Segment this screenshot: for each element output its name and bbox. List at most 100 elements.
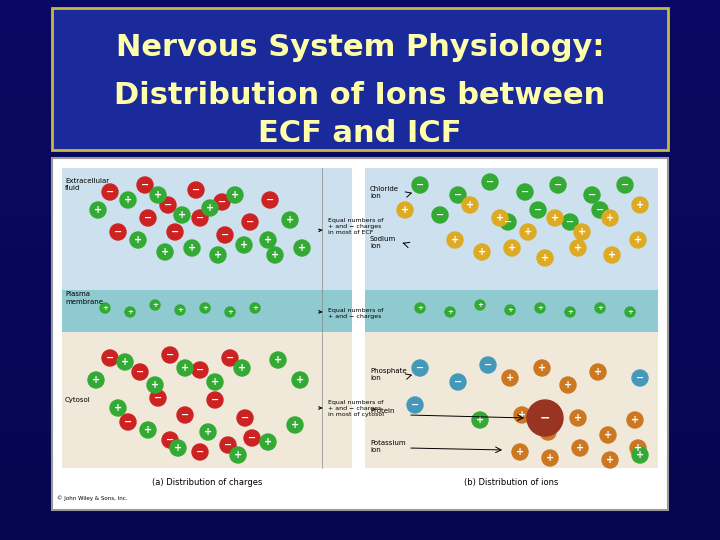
Circle shape	[200, 424, 216, 440]
Text: −: −	[166, 350, 174, 360]
Circle shape	[234, 360, 250, 376]
Circle shape	[604, 247, 620, 263]
Text: +: +	[127, 309, 133, 315]
Text: −: −	[246, 217, 254, 227]
Text: +: +	[551, 213, 559, 223]
Circle shape	[230, 447, 246, 463]
Bar	[62, 168, 352, 290]
Text: +: +	[636, 450, 644, 460]
Circle shape	[535, 303, 545, 313]
Circle shape	[174, 207, 190, 223]
Text: +: +	[178, 210, 186, 220]
Text: −: −	[504, 217, 512, 227]
Text: −: −	[164, 200, 172, 210]
Text: +: +	[161, 247, 169, 257]
Circle shape	[500, 214, 516, 230]
Circle shape	[200, 303, 210, 313]
Circle shape	[450, 187, 466, 203]
Circle shape	[602, 452, 618, 468]
Circle shape	[450, 374, 466, 390]
Circle shape	[210, 247, 226, 263]
Text: −: −	[436, 210, 444, 220]
Circle shape	[88, 372, 104, 388]
Circle shape	[177, 407, 193, 423]
Text: +: +	[576, 443, 584, 453]
Text: +: +	[606, 213, 614, 223]
Text: +: +	[634, 443, 642, 453]
Text: +: +	[206, 203, 214, 213]
Text: −: −	[588, 190, 596, 200]
Text: −: −	[196, 213, 204, 223]
Text: Chloride
ion: Chloride ion	[370, 186, 399, 199]
Text: +: +	[401, 205, 409, 215]
Text: +: +	[608, 250, 616, 260]
Text: Potassium
ion: Potassium ion	[370, 440, 405, 453]
Text: +: +	[594, 367, 602, 377]
Circle shape	[632, 447, 648, 463]
Text: −: −	[454, 190, 462, 200]
Circle shape	[160, 197, 176, 213]
Circle shape	[592, 202, 608, 218]
Circle shape	[627, 412, 643, 428]
Circle shape	[207, 392, 223, 408]
Circle shape	[192, 210, 208, 226]
Circle shape	[480, 357, 496, 373]
Circle shape	[150, 300, 160, 310]
Text: © John Wiley & Sons, Inc.: © John Wiley & Sons, Inc.	[57, 495, 127, 501]
Circle shape	[207, 374, 223, 390]
Text: +: +	[114, 403, 122, 413]
Circle shape	[90, 202, 106, 218]
Text: +: +	[631, 415, 639, 425]
Text: −: −	[224, 440, 232, 450]
Text: Sodium
ion: Sodium ion	[370, 236, 396, 249]
Text: +: +	[636, 200, 644, 210]
Text: +: +	[538, 363, 546, 373]
Circle shape	[140, 210, 156, 226]
Text: +: +	[627, 309, 633, 315]
Circle shape	[517, 184, 533, 200]
Text: +: +	[231, 190, 239, 200]
Text: −: −	[621, 180, 629, 190]
Text: +: +	[597, 305, 603, 311]
Circle shape	[125, 307, 135, 317]
Circle shape	[560, 377, 576, 393]
Circle shape	[572, 440, 588, 456]
Text: +: +	[102, 305, 108, 311]
Text: +: +	[124, 195, 132, 205]
Text: +: +	[286, 215, 294, 225]
Circle shape	[177, 360, 193, 376]
Circle shape	[150, 187, 166, 203]
Circle shape	[407, 397, 423, 413]
Bar	[62, 332, 352, 468]
Circle shape	[472, 412, 488, 428]
Text: +: +	[188, 243, 196, 253]
Text: −: −	[454, 377, 462, 387]
Circle shape	[150, 390, 166, 406]
Text: +: +	[214, 250, 222, 260]
Text: +: +	[177, 307, 183, 313]
Circle shape	[570, 240, 586, 256]
Text: −: −	[144, 213, 152, 223]
Circle shape	[625, 307, 635, 317]
Circle shape	[110, 400, 126, 416]
Text: +: +	[296, 375, 304, 385]
Text: −: −	[416, 180, 424, 190]
Circle shape	[137, 177, 153, 193]
Circle shape	[602, 210, 618, 226]
Text: Phosphate
ion: Phosphate ion	[370, 368, 407, 381]
Text: +: +	[507, 307, 513, 313]
Text: −: −	[106, 187, 114, 197]
Text: +: +	[252, 305, 258, 311]
Circle shape	[260, 232, 276, 248]
Text: +: +	[516, 447, 524, 457]
Circle shape	[167, 224, 183, 240]
Circle shape	[110, 224, 126, 240]
Circle shape	[132, 364, 148, 380]
Text: −: −	[540, 411, 550, 424]
Text: +: +	[518, 410, 526, 420]
Circle shape	[537, 250, 553, 266]
Circle shape	[534, 360, 550, 376]
Text: +: +	[238, 363, 246, 373]
Circle shape	[217, 227, 233, 243]
Circle shape	[584, 187, 600, 203]
